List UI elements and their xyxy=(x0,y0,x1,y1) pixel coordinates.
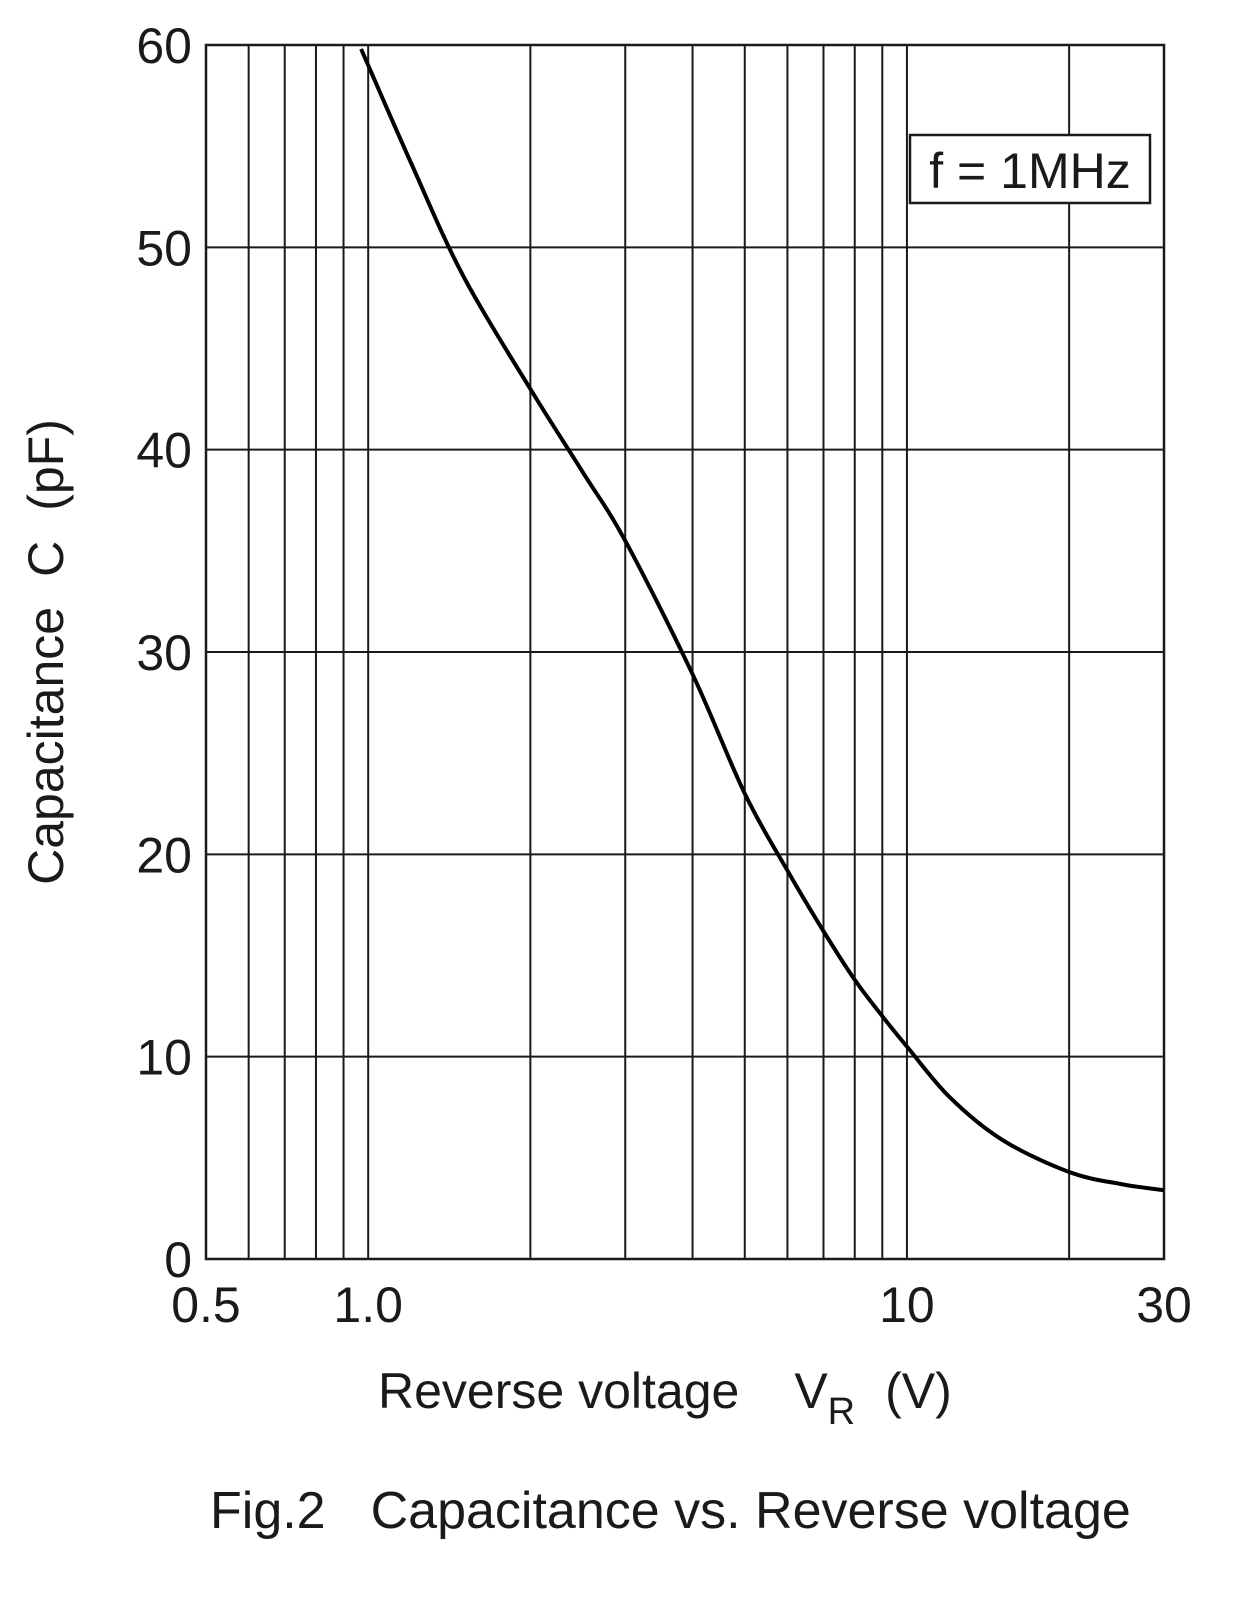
y-tick-label: 30 xyxy=(136,625,192,681)
y-tick-label: 50 xyxy=(136,220,192,276)
annotation-box: f = 1MHz xyxy=(908,133,1152,205)
y-tick-label: 0 xyxy=(164,1232,192,1288)
y-tick-label: 20 xyxy=(136,827,192,883)
y-tick-label: 40 xyxy=(136,423,192,479)
capacitance-curve xyxy=(359,48,1165,1193)
plot-frame xyxy=(204,43,1166,1261)
y-tick-label: 60 xyxy=(136,18,192,74)
annotation-text: f = 1MHz xyxy=(929,143,1130,199)
y-tick-labels: 0 10 20 30 40 50 60 xyxy=(136,18,192,1288)
x-axis-label: Reverse voltage VR (V) xyxy=(378,1363,952,1433)
grid xyxy=(205,44,1165,1260)
x-tick-label: 1.0 xyxy=(333,1277,403,1333)
x-tick-label: 30 xyxy=(1136,1277,1192,1333)
figure-caption: Fig.2 Capacitance vs. Reverse voltage xyxy=(210,1482,1131,1540)
y-axis-label: CapacitanceC(pF) xyxy=(18,419,74,885)
x-tick-labels: 0.5 1.0 10 30 xyxy=(171,1277,1192,1333)
y-tick-label: 10 xyxy=(136,1030,192,1086)
x-tick-label: 10 xyxy=(879,1277,935,1333)
x-tick-label: 0.5 xyxy=(171,1277,241,1333)
